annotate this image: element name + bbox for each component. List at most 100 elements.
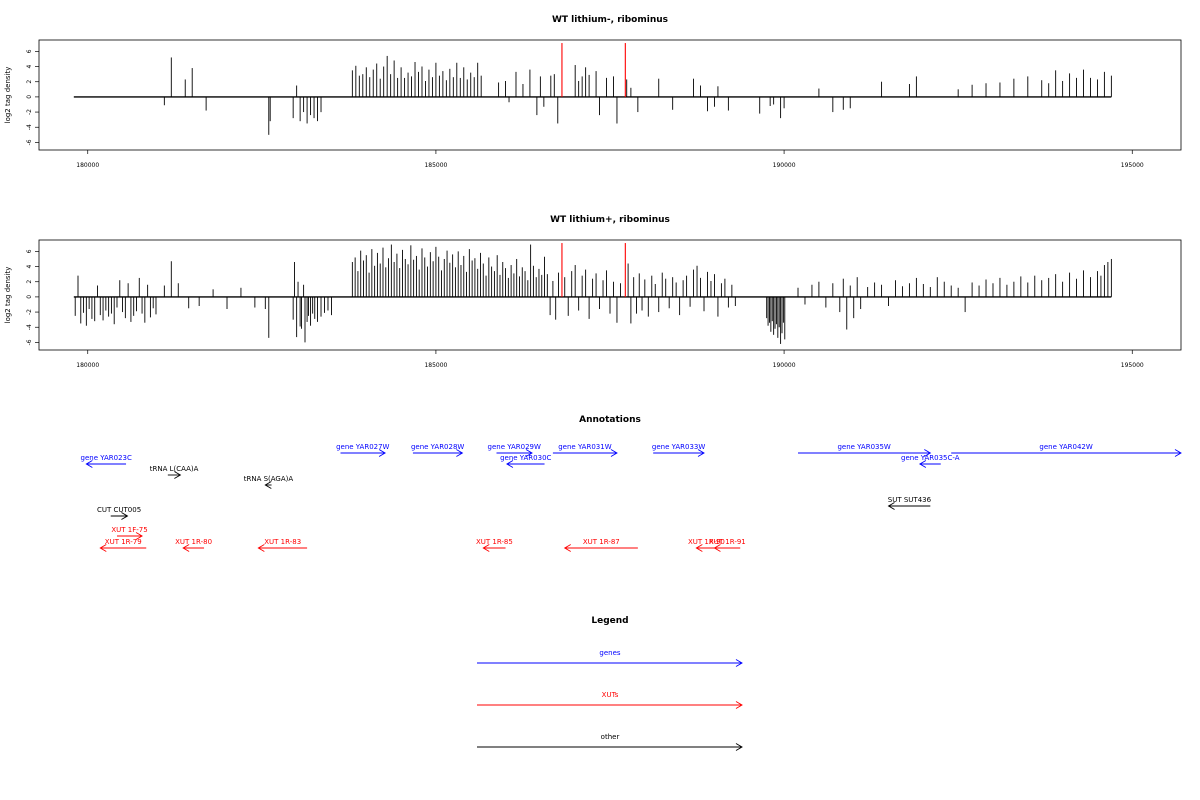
feature-label: tRNA S(AGA)A [244, 475, 294, 483]
legend-arrow-head [735, 659, 743, 667]
panel-title: WT lithium+, ribominus [550, 215, 670, 225]
annotation-feature: gene YAR035C-A [901, 454, 960, 468]
legend-title: Legend [591, 616, 628, 626]
annotation-feature: XUT 1F-75 [111, 526, 148, 540]
annotation-feature: gene YAR033W [652, 443, 705, 457]
feature-arrow-head [563, 544, 571, 552]
x-tick-label: 190000 [773, 162, 796, 169]
annotation-feature: XUT 1R-91 [709, 538, 746, 552]
track-panel-lithium-minus: WT lithium-, ribominus log2 tag density … [4, 15, 1182, 169]
feature-label: gene YAR027W [336, 443, 389, 451]
y-axis-label: log2 tag density [4, 267, 12, 324]
y-tick-label: 2 [26, 80, 33, 84]
plot-frame [38, 239, 1182, 351]
y-tick-label: -2 [26, 309, 33, 315]
feature-label: XUT 1R-90 [688, 538, 725, 546]
markers-group [561, 43, 626, 97]
legend-entry: other [477, 733, 743, 751]
y-axis-label: log2 tag density [4, 67, 12, 124]
legend-arrow-head [735, 701, 743, 709]
feature-label: tRNA L(CAA)A [150, 465, 199, 473]
y-tick-label: -6 [26, 339, 33, 345]
annotation-feature: tRNA S(AGA)A [244, 475, 294, 489]
bars-group [73, 55, 1112, 135]
feature-arrow-head [182, 544, 190, 552]
feature-label: XUT 1R-87 [583, 538, 620, 546]
feature-label: XUT 1F-75 [111, 526, 147, 534]
y-tick-label: 6 [26, 49, 33, 53]
bars-group [73, 244, 1112, 344]
feature-label: XUT 1R-80 [175, 538, 212, 546]
annotation-feature: gene YAR030C [500, 454, 552, 468]
y-tick-label: -6 [26, 139, 33, 145]
legend-arrow-head [735, 743, 743, 751]
annotation-feature: XUT 1R-79 [99, 538, 147, 552]
y-tick-label: 6 [26, 249, 33, 253]
annotation-feature: gene YAR042W [951, 443, 1182, 457]
y-axis: -6 -4 -2 0 2 4 6 [26, 249, 39, 345]
y-tick-label: -4 [26, 324, 33, 330]
annotation-feature: gene YAR027W [336, 443, 390, 457]
feature-arrow-head [610, 449, 618, 457]
feature-arrow-head [174, 471, 182, 479]
legend-panel: Legend genes XUTs other [477, 616, 743, 751]
feature-label: XUT 1R-79 [105, 538, 142, 546]
feature-label: gene YAR031W [558, 443, 611, 451]
feature-arrow-head [506, 460, 514, 468]
annotations-title: Annotations [579, 415, 641, 425]
panel-title: WT lithium-, ribominus [552, 15, 668, 25]
annotation-feature: XUT 1R-87 [563, 538, 638, 552]
feature-arrow-head [121, 512, 129, 520]
x-tick-label: 190000 [773, 362, 796, 369]
feature-arrow-head [99, 544, 107, 552]
y-axis: -6 -4 -2 0 2 4 6 [26, 49, 39, 145]
y-tick-label: -4 [26, 124, 33, 130]
annotation-feature: gene YAR023C [81, 454, 132, 468]
y-tick-label: 2 [26, 280, 33, 284]
feature-label: gene YAR035C-A [901, 454, 960, 462]
feature-label: XUT 1R-91 [709, 538, 746, 546]
annotation-feature: CUT CUT005 [97, 506, 141, 520]
feature-arrow-head [887, 502, 895, 510]
annotation-feature: gene YAR035W [798, 443, 932, 457]
x-tick-label: 180000 [76, 162, 99, 169]
feature-label: SUT SUT436 [888, 496, 932, 504]
legend-entry: XUTs [477, 691, 743, 709]
feature-arrow-head [264, 481, 272, 489]
feature-arrow-head [482, 544, 490, 552]
x-axis: 180000 185000 190000 195000 [76, 150, 1144, 169]
y-tick-label: 4 [26, 264, 33, 268]
feature-label: gene YAR042W [1039, 443, 1092, 451]
annotation-feature: XUT 1R-80 [175, 538, 212, 552]
feature-label: gene YAR023C [81, 454, 132, 462]
annotation-feature: XUT 1R-85 [476, 538, 513, 552]
annotation-feature: XUT 1R-83 [257, 538, 308, 552]
feature-arrow-head [697, 449, 705, 457]
x-tick-label: 195000 [1121, 362, 1144, 369]
feature-arrow-head [918, 460, 927, 468]
feature-arrow-head [135, 532, 143, 540]
legend-label: other [601, 733, 620, 741]
feature-label: XUT 1R-85 [476, 538, 513, 546]
feature-label: gene YAR029W [488, 443, 541, 451]
legend-entries: genes XUTs other [477, 649, 743, 751]
annotation-feature: SUT SUT436 [887, 496, 932, 510]
feature-arrow-head [456, 449, 464, 457]
y-tick-label: -2 [26, 109, 33, 115]
annotation-feature: gene YAR029W [488, 443, 541, 457]
legend-label: genes [599, 649, 620, 657]
feature-arrow-head [695, 544, 703, 552]
track-panel-lithium-plus: WT lithium+, ribominus log2 tag density … [4, 215, 1182, 369]
features-group: gene YAR023C tRNA L(CAA)A tRNA S(AGA)A gene… [81, 443, 1182, 552]
annotation-feature: tRNA L(CAA)A [150, 465, 199, 479]
feature-arrow-head [713, 544, 721, 552]
markers-group [561, 243, 626, 297]
annotations-panel: Annotations gene YAR023C tRNA L(CAA)A tRNA… [81, 415, 1182, 552]
legend-entry: genes [477, 649, 743, 667]
feature-label: CUT CUT005 [97, 506, 141, 514]
feature-label: gene YAR035W [837, 443, 890, 451]
legend-label: XUTs [602, 691, 619, 699]
feature-arrow-head [378, 449, 386, 457]
feature-label: gene YAR033W [652, 443, 705, 451]
